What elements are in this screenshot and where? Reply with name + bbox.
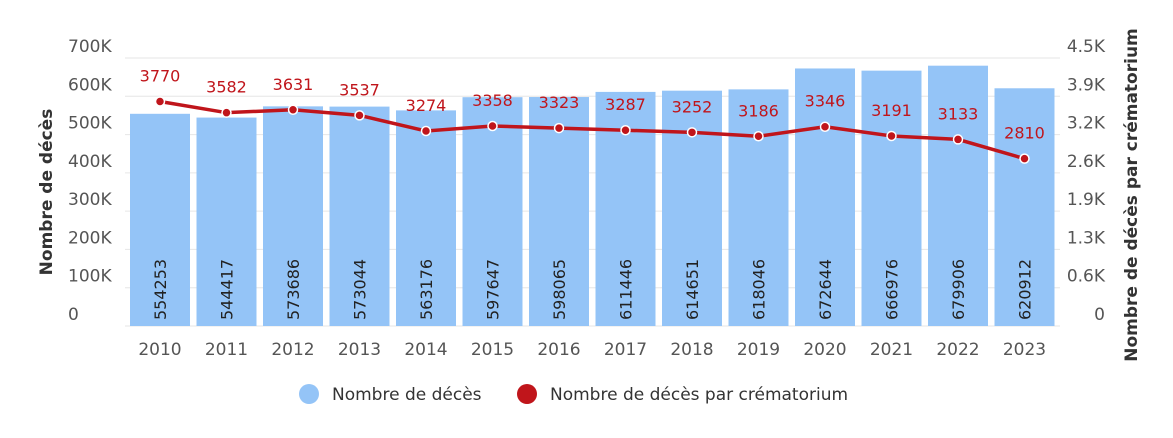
x-tick-label: 2011 (205, 340, 248, 360)
bar[interactable] (529, 97, 589, 326)
bar-value-label: 614651 (683, 259, 702, 320)
line-point[interactable] (686, 127, 698, 138)
bar[interactable] (196, 117, 257, 326)
legend-marker-bars[interactable] (299, 384, 319, 404)
x-tick-label: 2017 (604, 340, 647, 360)
line-value-label: 3274 (406, 96, 447, 115)
bar[interactable] (795, 68, 855, 326)
y-tick-label: 700K (68, 37, 112, 57)
x-tick-label: 2023 (1003, 340, 1046, 360)
y-tick-label: 400K (68, 152, 112, 172)
line-point[interactable] (952, 134, 964, 145)
x-tick-label: 2010 (138, 340, 181, 360)
y2-axis-title: Nombre de décès par crématorium (1122, 28, 1142, 362)
line-series: 3770 3582 3631 3537 3274 3358 3323 3287 3252 3186… (140, 66, 1045, 164)
bar[interactable] (263, 106, 323, 326)
y2-tick-label: 1.9K (1067, 190, 1106, 210)
bar[interactable] (994, 88, 1055, 326)
x-tick-label: 2014 (404, 340, 447, 360)
x-tick-label: 2013 (338, 340, 381, 360)
legend-label-line[interactable]: Nombre de décès par crématorium (550, 385, 848, 405)
y-tick-label: 500K (68, 114, 112, 134)
line-value-label: 3191 (871, 101, 912, 120)
bar-value-label: 544417 (218, 259, 237, 320)
line-value-label: 3631 (273, 75, 314, 94)
line-point[interactable] (1019, 153, 1030, 164)
bar-value-label: 611446 (617, 259, 636, 320)
line-point[interactable] (886, 130, 897, 142)
line-value-label: 3133 (938, 104, 979, 123)
bar-value-label: 554253 (151, 259, 170, 320)
bar-value-label: 573686 (284, 259, 303, 320)
y2-tick-label: 0 (1094, 305, 1105, 325)
bar[interactable] (130, 113, 190, 326)
bar-value-label: 679906 (949, 259, 968, 320)
line-value-label: 3287 (605, 95, 646, 114)
bar-value-label: 672644 (816, 259, 835, 320)
legend: Nombre de décès Nombre de décès par crém… (299, 384, 848, 405)
x-tick-label: 2020 (803, 340, 846, 360)
line-point[interactable] (287, 104, 299, 116)
axes: 0 0 100K 0.6K 200K 1.3K 300K 1.9K 400K 2.6K 500K 3.… (68, 37, 1106, 360)
bar[interactable] (396, 110, 456, 326)
y2-tick-label: 0.6K (1067, 267, 1106, 287)
line-point[interactable] (753, 131, 764, 142)
line-path (159, 99, 1025, 161)
line-value-label: 3252 (672, 97, 713, 116)
line-value-label: 3358 (472, 91, 513, 110)
x-tick-label: 2022 (936, 340, 979, 360)
x-tick-label: 2012 (271, 340, 314, 360)
line-point[interactable] (553, 122, 565, 134)
y-tick-label: 300K (68, 190, 112, 210)
bars: 554253 544417 573686 573044 563176 597647 5980… (130, 65, 1055, 327)
x-tick-label: 2018 (670, 340, 713, 360)
x-tick-label: 2021 (870, 340, 913, 360)
y2-tick-label: 1.3K (1067, 228, 1106, 248)
bar-value-label: 620912 (1016, 259, 1035, 320)
bar-value-label: 563176 (417, 259, 436, 320)
y2-tick-label: 2.6K (1067, 152, 1106, 172)
y-tick-label: 100K (68, 267, 112, 287)
bar-value-label: 573044 (351, 259, 370, 320)
line-value-label: 2810 (1004, 124, 1045, 143)
y2-tick-label: 4.5K (1067, 37, 1106, 57)
legend-label-bars[interactable]: Nombre de décès (332, 385, 482, 405)
line-value-label: 3770 (140, 66, 181, 85)
y-tick-label: 200K (68, 228, 112, 248)
line-value-label: 3186 (738, 101, 779, 120)
line-value-label: 3323 (539, 93, 580, 112)
line-point[interactable] (354, 110, 365, 121)
y-tick-label: 0 (68, 305, 79, 325)
y2-tick-label: 3.2K (1067, 114, 1106, 134)
line-value-label: 3537 (339, 80, 380, 99)
bar[interactable] (462, 97, 523, 326)
bar-value-label: 618046 (750, 259, 769, 320)
bar[interactable] (329, 106, 390, 326)
y-tick-label: 600K (68, 75, 112, 95)
y2-tick-label: 3.9K (1067, 75, 1106, 95)
bar[interactable] (861, 70, 922, 327)
legend-marker-line[interactable] (517, 384, 537, 404)
line-value-label: 3346 (805, 92, 846, 111)
y-axis-title: Nombre de décès (37, 109, 57, 276)
bar[interactable] (928, 65, 988, 327)
x-tick-label: 2015 (471, 340, 514, 360)
line-point[interactable] (620, 124, 631, 136)
bar-value-label: 597647 (484, 259, 503, 320)
x-tick-label: 2016 (537, 340, 580, 360)
bar-value-label: 666976 (883, 259, 902, 320)
line-point[interactable] (819, 121, 831, 132)
line-point[interactable] (420, 125, 432, 137)
line-value-label: 3582 (206, 78, 247, 97)
line-point[interactable] (487, 120, 498, 132)
bar-value-label: 598065 (550, 259, 569, 320)
bar[interactable] (728, 89, 789, 326)
x-tick-label: 2019 (737, 340, 780, 360)
line-point[interactable] (221, 107, 232, 118)
line-point[interactable] (154, 96, 166, 107)
